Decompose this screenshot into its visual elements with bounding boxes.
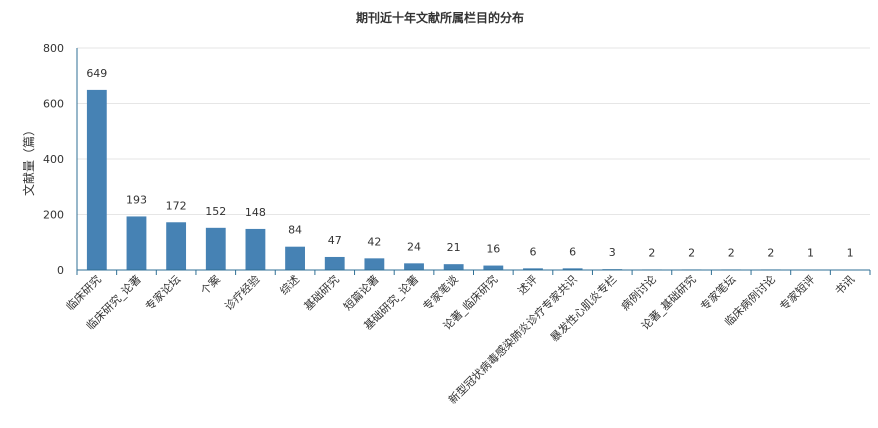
y-tick-label: 800 xyxy=(43,42,64,55)
x-tick-label: 专家笔坛 xyxy=(697,272,738,313)
x-tick-label: 基础研究 xyxy=(301,272,342,313)
x-tick-label: 短篇论著 xyxy=(340,272,381,313)
data-label: 172 xyxy=(166,199,187,212)
x-tick-label: 书讯 xyxy=(833,273,858,298)
data-label: 2 xyxy=(648,246,655,259)
bar xyxy=(166,222,187,270)
x-tick-label: 个案 xyxy=(197,272,222,297)
y-tick-label: 200 xyxy=(43,209,64,222)
data-label: 84 xyxy=(288,224,302,237)
data-label: 47 xyxy=(328,234,342,247)
data-label: 2 xyxy=(728,246,735,259)
data-label: 2 xyxy=(767,246,774,259)
data-label: 1 xyxy=(847,247,854,260)
x-tick-label: 综述 xyxy=(277,272,302,297)
y-tick-label: 400 xyxy=(43,153,64,166)
x-tick-label: 暴发性心肌炎专栏 xyxy=(547,272,619,344)
y-tick-label: 0 xyxy=(57,264,64,277)
data-label: 24 xyxy=(407,240,421,253)
data-label: 649 xyxy=(86,67,107,80)
bar xyxy=(523,268,543,270)
data-label: 42 xyxy=(367,235,381,248)
bar xyxy=(126,216,147,270)
data-label: 193 xyxy=(126,193,147,206)
bar xyxy=(404,263,424,270)
y-axis-label: 文献量（篇） xyxy=(21,124,36,196)
bar xyxy=(562,268,583,270)
bar xyxy=(205,227,226,270)
bar xyxy=(364,258,385,270)
bar xyxy=(86,89,107,270)
data-label: 16 xyxy=(486,243,500,256)
bar xyxy=(324,256,345,270)
data-label: 1 xyxy=(807,247,814,260)
bar xyxy=(483,265,504,270)
y-tick-label: 600 xyxy=(43,98,64,111)
data-label: 21 xyxy=(447,241,461,254)
x-tick-label: 专家论坛 xyxy=(142,272,183,313)
bar xyxy=(245,228,266,270)
x-tick-label: 述评 xyxy=(515,273,540,298)
x-tick-label: 病例讨论 xyxy=(618,272,659,313)
data-label: 152 xyxy=(205,205,226,218)
chart-title: 期刊近十年文献所属栏目的分布 xyxy=(356,10,524,25)
y-axis: 0 200 400 600 800 xyxy=(43,42,78,277)
gridlines xyxy=(77,47,870,215)
x-tick-label: 诊疗经验 xyxy=(222,272,263,313)
x-tick-label: 临床研究 xyxy=(63,272,104,313)
bar xyxy=(285,246,305,270)
bar xyxy=(443,264,464,270)
x-tick-label: 专家短评 xyxy=(777,272,818,313)
data-label: 6 xyxy=(529,245,536,258)
x-tick-label: 专家笔谈 xyxy=(420,272,461,313)
data-label: 2 xyxy=(688,246,695,259)
data-label: 3 xyxy=(609,246,616,259)
data-label: 6 xyxy=(569,245,576,258)
data-label: 148 xyxy=(245,206,266,219)
